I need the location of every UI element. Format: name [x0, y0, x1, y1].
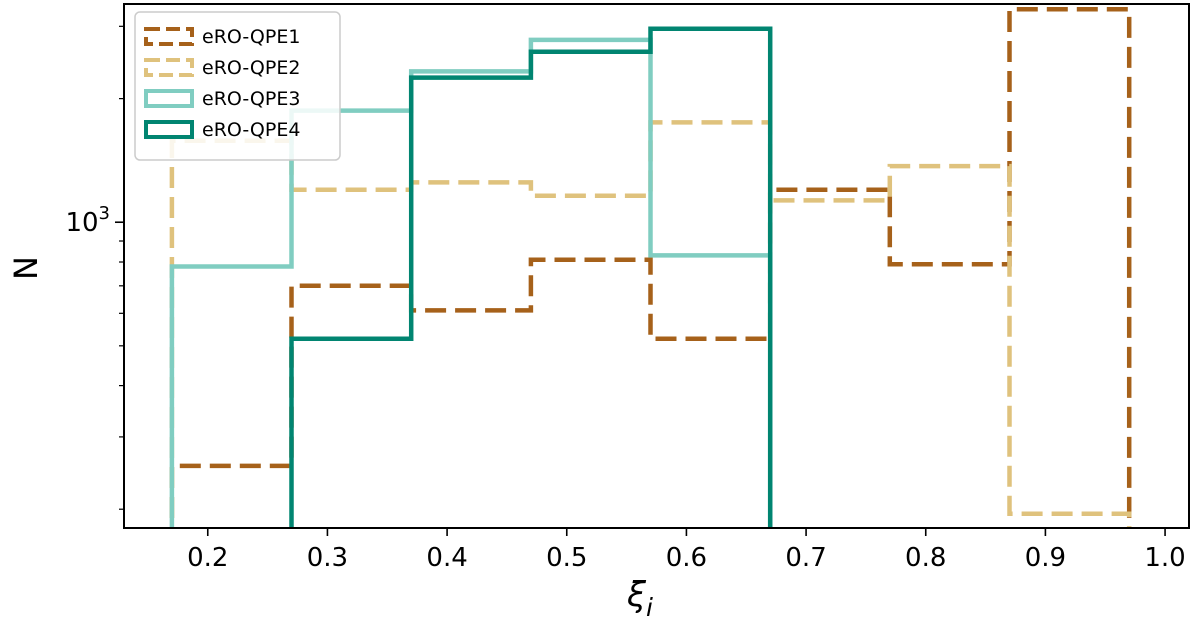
- legend-label: eRO-QPE4: [202, 119, 300, 141]
- series-layer: [169, 7, 1132, 528]
- legend-label: eRO-QPE2: [202, 57, 300, 79]
- ticks-layer: 0.2 0.3 0.4 0.5 0.6 0.7 0.8 0.9 1.0 103: [65, 25, 1186, 573]
- x-tick-label: 0.6: [666, 543, 707, 573]
- histogram-step-eRO-QPE3: [169, 37, 773, 528]
- x-tick-label: 0.2: [187, 543, 228, 573]
- y-axis-label: N: [7, 256, 45, 280]
- legend-swatch: [144, 89, 194, 108]
- x-tick-label: 0.5: [546, 543, 587, 573]
- legend-item-eRO-QPE2: eRO-QPE2: [144, 57, 300, 79]
- legend-item-eRO-QPE3: eRO-QPE3: [144, 88, 300, 110]
- x-tick-label: 0.7: [785, 543, 826, 573]
- legend-item-eRO-QPE4: eRO-QPE4: [144, 119, 300, 141]
- x-tick-label: 0.3: [307, 543, 348, 573]
- legend-swatch: [144, 120, 194, 139]
- series-eRO-QPE3: [169, 37, 773, 528]
- series-eRO-QPE4: [289, 26, 773, 528]
- legend: eRO-QPE1 eRO-QPE2 eRO-QPE3 eRO-QPE4: [134, 11, 341, 161]
- histogram-step-eRO-QPE1: [169, 7, 1132, 528]
- y-tick-label: 103: [65, 203, 110, 238]
- series-eRO-QPE1: [169, 7, 1132, 528]
- legend-label: eRO-QPE3: [202, 88, 300, 110]
- legend-items: eRO-QPE1 eRO-QPE2 eRO-QPE3 eRO-QPE4: [144, 26, 300, 141]
- legend-swatch: [144, 27, 194, 46]
- legend-item-eRO-QPE1: eRO-QPE1: [144, 26, 300, 48]
- histogram-step-eRO-QPE4: [289, 26, 773, 528]
- x-tick-label: 0.4: [426, 543, 467, 573]
- x-axis-label: ξi: [626, 575, 653, 622]
- x-axis-label-symbol: ξ: [626, 575, 647, 615]
- legend-swatch: [144, 58, 194, 77]
- x-axis-label-subscript: i: [646, 593, 653, 622]
- x-tick-label: 0.8: [905, 543, 946, 573]
- plot-frame: [123, 3, 1190, 529]
- x-tick-label: 1.0: [1144, 543, 1185, 573]
- x-tick-label: 0.9: [1025, 543, 1066, 573]
- legend-label: eRO-QPE1: [202, 26, 300, 48]
